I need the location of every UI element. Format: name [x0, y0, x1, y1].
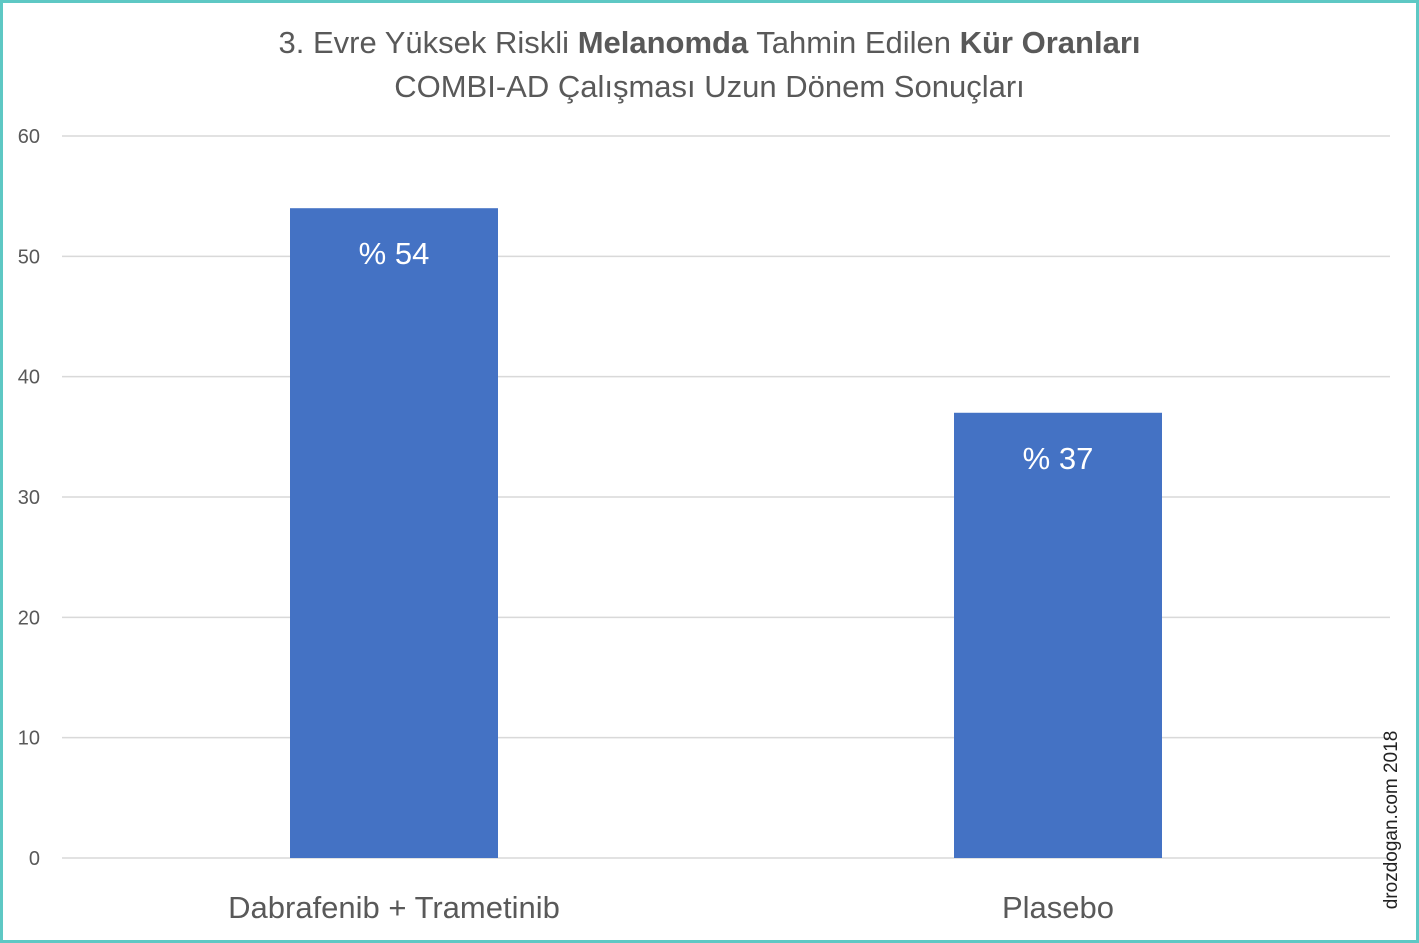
- data-label: % 54: [359, 236, 430, 271]
- x-category-label: Plasebo: [1002, 890, 1114, 925]
- title-part: Tahmin Edilen: [748, 25, 960, 60]
- title-part-bold: Melanomda: [577, 25, 749, 60]
- bar: [954, 412, 1162, 858]
- title-part-bold: Kür Oranları: [959, 25, 1141, 60]
- watermark: drozdogan.com 2018: [1381, 730, 1402, 910]
- y-tick-label: 40: [18, 367, 40, 389]
- chart-title-line2: COMBI-AD Çalışması Uzun Dönem Sonuçları: [394, 69, 1025, 104]
- y-tick-label: 0: [29, 848, 40, 870]
- bar: [290, 208, 498, 858]
- title-part: 3. Evre Yüksek Riskli: [278, 25, 578, 60]
- chart-title-line1: 3. Evre Yüksek Riskli Melanomda Tahmin E…: [3, 23, 1416, 63]
- y-tick-label: 50: [18, 246, 40, 268]
- y-tick-label: 30: [18, 487, 40, 509]
- y-tick-label: 10: [18, 728, 40, 750]
- x-category-label: Dabrafenib + Trametinib: [228, 890, 560, 925]
- data-label: % 37: [1023, 441, 1094, 476]
- y-tick-label: 60: [18, 126, 40, 148]
- y-tick-label: 20: [18, 607, 40, 629]
